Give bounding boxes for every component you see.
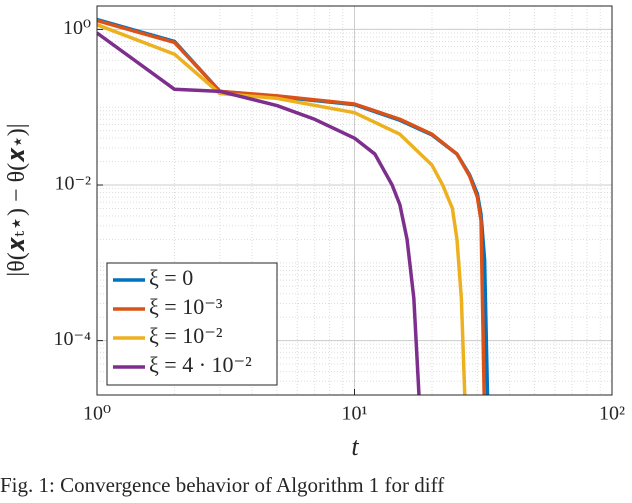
x-tick-label: 10⁰ <box>83 403 111 425</box>
foreground: 10⁰ 10¹ 10² 10⁻⁴ 10⁻² 10⁰ ξ = 0 ξ = 10⁻³ ξ = 10⁻… <box>53 17 625 425</box>
caption: Fig. 1: Convergence behavior of Algorith… <box>0 473 444 497</box>
legend-label: ξ = 0 <box>149 265 193 290</box>
series-line <box>97 18 486 395</box>
legend-label: ξ = 4 · 10⁻² <box>149 352 252 377</box>
legend-label: ξ = 10⁻² <box>149 323 223 348</box>
x-tick-label: 10² <box>599 403 625 425</box>
legend-box <box>106 262 278 386</box>
x-tick-label: 10¹ <box>342 403 368 425</box>
y-tick-label: 10⁻⁴ <box>53 328 91 350</box>
y-tick-label: 10⁻² <box>54 173 91 195</box>
plot-lines <box>97 17 490 395</box>
legend-label: ξ = 10⁻³ <box>149 294 223 319</box>
series-line <box>97 31 421 395</box>
y-axis-label: |θ(𝒙ₜ⋆) − θ(𝒙⋆)| <box>4 123 30 276</box>
series-line <box>97 23 467 395</box>
x-axis-label: t <box>351 432 359 461</box>
y-tick-label: 10⁰ <box>63 17 91 39</box>
